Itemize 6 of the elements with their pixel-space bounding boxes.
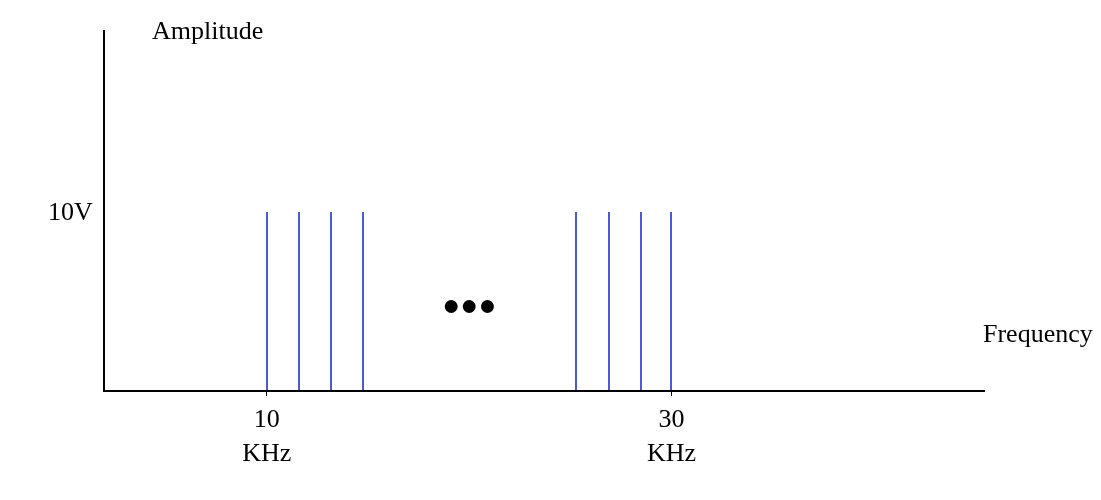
- x-tick-label: 10 KHz: [242, 404, 292, 467]
- x-tick-label: 30 KHz: [646, 404, 696, 467]
- annotation: Frequency: [983, 319, 1093, 348]
- annotation: ●●●: [442, 288, 497, 321]
- text: Amplitude: [152, 16, 264, 45]
- text: 10V: [48, 197, 93, 226]
